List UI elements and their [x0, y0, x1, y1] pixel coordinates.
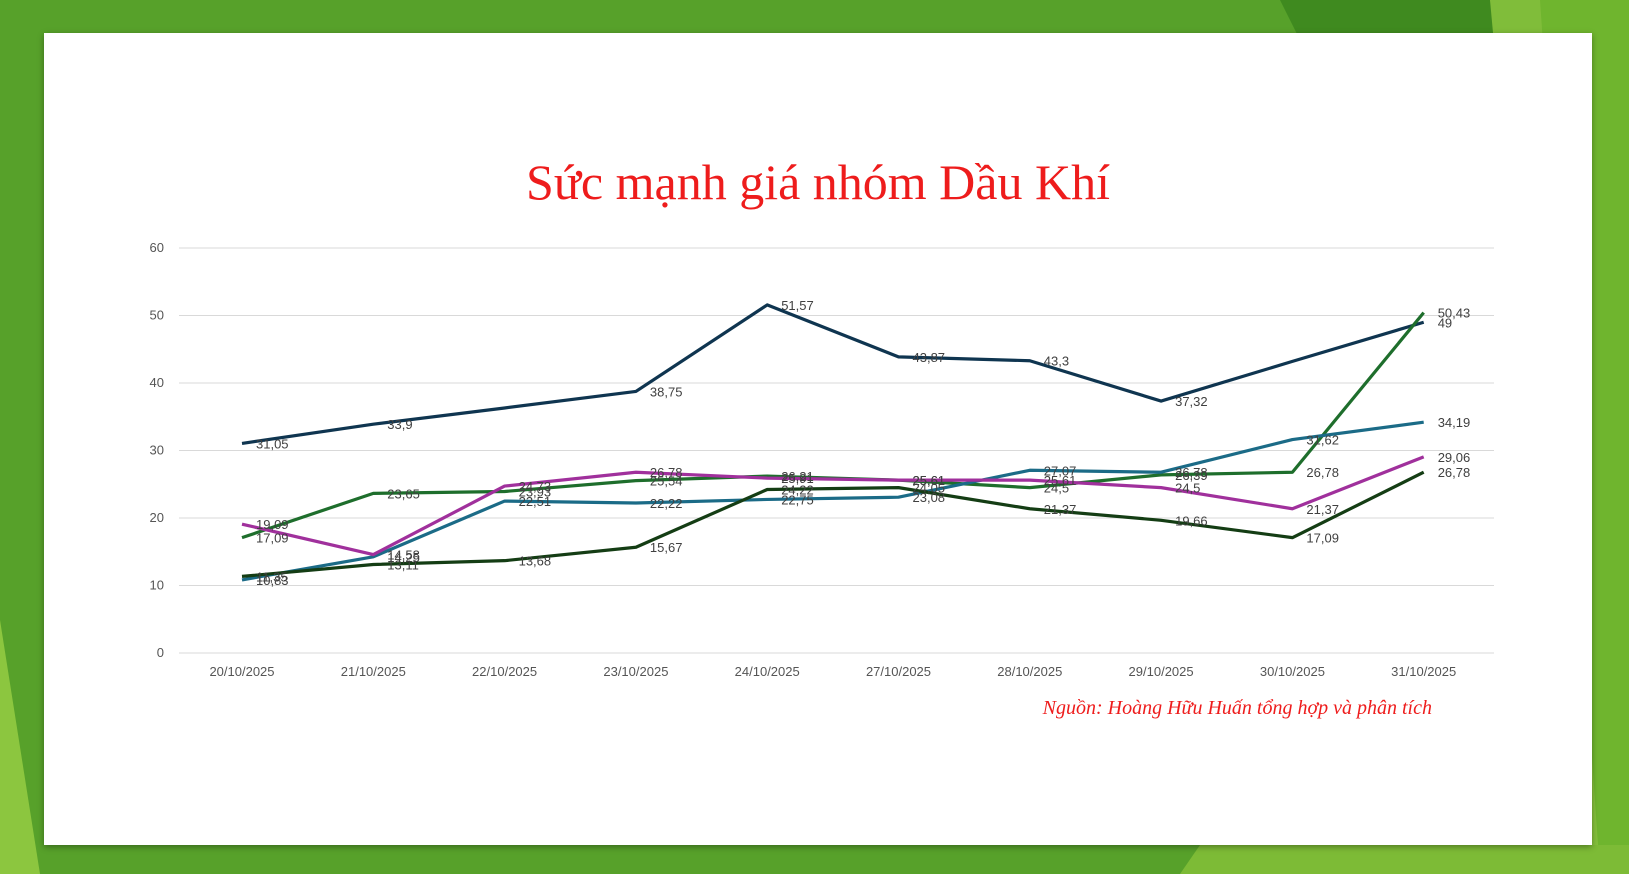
x-tick-label: 24/10/2025	[735, 664, 800, 679]
data-label: 26,21	[781, 469, 814, 484]
data-label: 17,09	[1306, 531, 1339, 546]
series-line-1	[241, 303, 1425, 445]
data-label: 21,37	[1306, 502, 1339, 517]
data-label: 43,3	[1044, 354, 1069, 369]
y-tick-label: 20	[150, 510, 164, 525]
data-label: 25,61	[913, 473, 946, 488]
data-label: 21,37	[1044, 502, 1077, 517]
data-label: 26,78	[1175, 465, 1208, 480]
data-label: 14,58	[387, 548, 420, 563]
source-note: Nguồn: Hoàng Hữu Huấn tổng hợp và phân t…	[1042, 697, 1432, 719]
data-label: 37,32	[1175, 394, 1208, 409]
data-label: 23,65	[387, 486, 420, 501]
data-label: 22,22	[650, 496, 683, 511]
data-label: 10,83	[256, 573, 289, 588]
x-tick-label: 22/10/2025	[472, 664, 537, 679]
data-label: 11,35	[256, 569, 288, 584]
data-label: 19,66	[1175, 513, 1208, 528]
y-tick-label: 60	[150, 240, 164, 255]
data-label: 24,5	[1044, 481, 1069, 496]
x-tick-label: 31/10/2025	[1391, 664, 1456, 679]
x-tick-label: 30/10/2025	[1260, 664, 1325, 679]
data-label: 34,19	[1438, 415, 1471, 430]
data-label: 51,57	[781, 298, 814, 313]
x-tick-label: 20/10/2025	[209, 664, 274, 679]
data-label: 50,43	[1438, 306, 1471, 321]
line-chart: 0 10 20 30 40 50 60 20/10/2025 21/10/2025 22/10/2…	[150, 240, 1494, 679]
x-tick-label: 29/10/2025	[1129, 664, 1194, 679]
data-label: 23,93	[519, 484, 552, 499]
data-label: 14,25	[387, 550, 420, 565]
data-label: 23,08	[913, 490, 946, 505]
data-label: 25,61	[1044, 473, 1077, 488]
data-label: 25,61	[913, 473, 946, 488]
data-label: 24,73	[519, 479, 552, 494]
data-label: 24,5	[1175, 481, 1200, 496]
data-label: 31,62	[1306, 433, 1339, 448]
data-label: 29,06	[1438, 450, 1471, 465]
slide-canvas: Sức mạnh giá nhóm Dầu Khí 0 10 20 30 40 50 60 2…	[44, 33, 1592, 845]
data-label: 38,75	[650, 384, 683, 399]
data-label: 26,39	[1175, 468, 1208, 483]
data-label: 13,11	[387, 558, 419, 573]
data-label: 17,09	[256, 531, 289, 546]
x-tick-label: 23/10/2025	[603, 664, 668, 679]
data-label: 26,78	[650, 465, 683, 480]
series-line-3	[241, 420, 1424, 582]
y-tick-label: 40	[150, 375, 164, 390]
y-tick-label: 50	[150, 308, 164, 323]
data-label: 31,05	[256, 436, 289, 451]
series-line-4	[241, 455, 1425, 557]
data-label: 26,78	[1438, 465, 1471, 480]
data-label: 13,68	[519, 554, 552, 569]
chart-title: Sức mạnh giá nhóm Dầu Khí	[526, 154, 1110, 210]
data-label: 19,09	[256, 517, 289, 532]
series-line-2	[241, 311, 1425, 540]
data-label: 22,51	[519, 494, 552, 509]
data-label: 15,67	[650, 540, 683, 555]
data-label: 43,87	[913, 350, 946, 365]
x-tick-label: 27/10/2025	[866, 664, 931, 679]
y-tick-label: 30	[150, 443, 164, 458]
x-tick-label: 28/10/2025	[997, 664, 1062, 679]
data-label: 22,75	[781, 492, 814, 507]
data-label: 24,05	[913, 481, 946, 496]
data-label: 24,22	[781, 483, 814, 498]
data-label: 25,54	[650, 474, 683, 489]
y-tick-label: 10	[150, 578, 164, 593]
data-label: 33,9	[387, 417, 412, 432]
data-label: 49	[1438, 315, 1452, 330]
x-tick-label: 21/10/2025	[341, 664, 406, 679]
y-tick-label: 0	[157, 645, 164, 660]
data-label: 26,78	[1306, 465, 1339, 480]
data-label: 27,07	[1044, 463, 1077, 478]
series-line-5	[241, 470, 1425, 578]
data-label: 25,91	[781, 471, 814, 486]
